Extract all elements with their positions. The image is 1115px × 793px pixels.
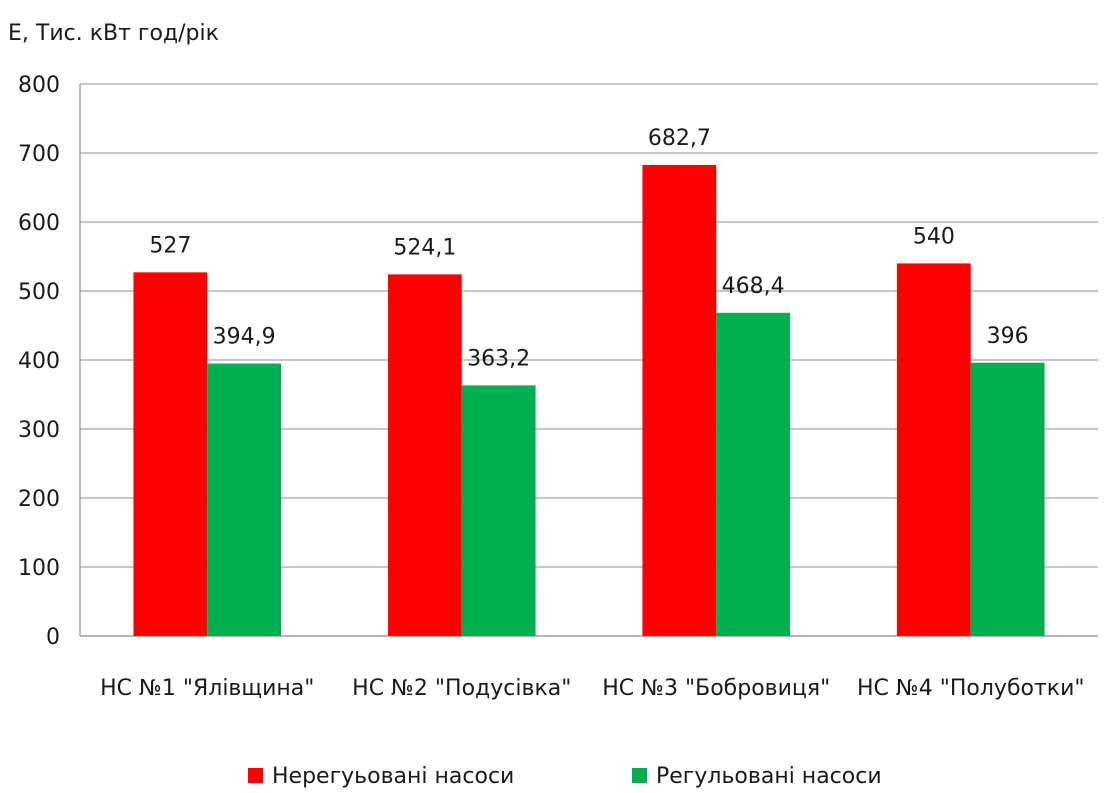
y-tick-label: 600 xyxy=(18,211,60,236)
data-label: 540 xyxy=(913,224,955,249)
y-tick-label: 400 xyxy=(18,349,60,374)
y-tick-label: 100 xyxy=(18,556,60,581)
bar xyxy=(896,263,971,636)
bar xyxy=(970,362,1045,636)
legend-label: Регульовані насоси xyxy=(656,764,882,789)
y-axis-ticks: 0 100 200 300 400 500 600 700 800 xyxy=(18,73,60,650)
legend: Нерегуьовані насоси Регульовані насоси xyxy=(248,764,882,789)
bar xyxy=(133,272,208,636)
y-axis-title: Е, Тис. кВт год/рік xyxy=(8,21,219,46)
x-category-label: НС №2 "Подусівка" xyxy=(352,676,571,701)
data-label: 363,2 xyxy=(467,346,530,371)
y-tick-label: 700 xyxy=(18,142,60,167)
x-category-label: НС №1 "Ялівщина" xyxy=(100,676,314,701)
legend-swatch xyxy=(632,768,647,783)
bars xyxy=(133,164,1045,636)
data-label: 527 xyxy=(149,233,191,258)
bar xyxy=(387,274,462,636)
y-tick-label: 300 xyxy=(18,418,60,443)
y-tick-label: 200 xyxy=(18,487,60,512)
data-label: 394,9 xyxy=(213,325,276,350)
y-tick-label: 500 xyxy=(18,280,60,305)
legend-swatch xyxy=(248,768,263,783)
bar xyxy=(461,385,536,636)
bar xyxy=(716,312,791,636)
x-category-label: НС №4 "Полуботки" xyxy=(857,676,1085,701)
data-label: 524,1 xyxy=(393,235,456,260)
x-category-label: НС №3 "Бобровиця" xyxy=(602,676,830,701)
bar xyxy=(207,363,282,636)
data-label: 468,4 xyxy=(722,274,785,299)
y-tick-label: 800 xyxy=(18,73,60,98)
y-tick-label: 0 xyxy=(46,625,60,650)
data-label: 396 xyxy=(987,324,1029,349)
data-label: 682,7 xyxy=(648,126,711,151)
data-labels: 527 394,9 524,1 363,2 682,7 468,4 540 396 xyxy=(149,126,1028,371)
bar xyxy=(642,164,717,636)
x-axis-categories: НС №1 "Ялівщина" НС №2 "Подусівка" НС №3 "… xyxy=(100,676,1084,701)
legend-label: Нерегуьовані насоси xyxy=(272,764,514,789)
